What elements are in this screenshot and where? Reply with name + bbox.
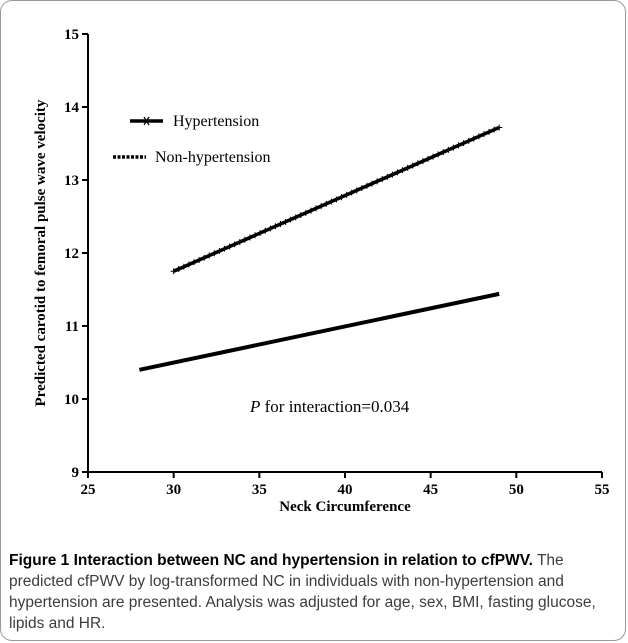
x-tick-label: 25 [81,482,96,498]
series-marker-hypertension [328,198,335,205]
chart: 9 10 11 12 13 14 15 25 30 35 40 45 50 55 Hypertension… [33,27,610,515]
series-marker-hypertension [379,176,386,183]
series-marker-hypertension [430,153,437,160]
series-marker-hypertension [414,160,421,167]
series-marker-hypertension [297,212,304,219]
series-marker-hypertension [267,225,274,232]
y-tick-label: 14 [64,100,80,116]
series-marker-hypertension [196,257,203,264]
series-marker-hypertension [409,162,416,169]
series-marker-hypertension [389,171,396,178]
series-marker-hypertension [450,144,457,151]
interaction-annotation: P for interaction=0.034 [249,397,410,416]
y-tick-label: 12 [64,246,79,262]
series-marker-hypertension [394,169,401,176]
series-marker-hypertension [374,178,381,185]
y-axis-label: Predicted carotid to femoral pulse wave … [33,99,49,406]
series-marker-hypertension [363,182,370,189]
series-marker-hypertension [246,234,253,241]
series-marker-hypertension [287,216,294,223]
series-marker-hypertension [272,223,279,230]
series-marker-hypertension [440,149,447,156]
series-marker-hypertension [292,214,299,221]
y-tick-label: 13 [64,173,79,189]
series-marker-hypertension [445,146,452,153]
series-marker-hypertension [252,232,259,239]
series-marker-hypertension [221,245,228,252]
series-marker-hypertension [491,126,498,133]
series-marker-hypertension [384,173,391,180]
chart-series [138,124,503,372]
series-marker-hypertension [486,128,493,135]
series-marker-hypertension [419,158,426,165]
series-marker-hypertension [236,239,243,246]
series-marker-hypertension [201,254,208,261]
series-marker-hypertension [358,185,365,192]
series-marker-hypertension [333,196,340,203]
x-tick-label: 55 [595,482,610,498]
x-tick-label: 30 [166,482,181,498]
y-tick-label: 15 [64,27,79,43]
series-marker-hypertension [226,243,233,250]
series-marker-hypertension [323,200,330,207]
legend-label-hypertension: Hypertension [173,113,259,130]
series-marker-hypertension [170,268,177,275]
series-marker-hypertension [257,230,264,237]
series-marker-hypertension [302,209,309,216]
series-marker-hypertension [338,194,345,201]
series-marker-hypertension [277,221,284,228]
chart-legend: Hypertension Non-hypertension [113,113,271,166]
series-marker-hypertension [211,250,218,257]
chart-axes: 9 10 11 12 13 14 15 25 30 35 40 45 50 55 [64,27,610,498]
y-tick-label: 10 [64,392,79,408]
series-marker-hypertension [475,133,482,140]
x-tick-label: 40 [338,482,353,498]
series-marker-hypertension [206,252,213,259]
figure-caption: Figure 1 Interaction between NC and hype… [9,550,614,634]
series-marker-hypertension [369,180,376,187]
series-marker-hypertension [343,191,350,198]
x-tick-label: 45 [423,482,438,498]
series-marker-hypertension [216,248,223,255]
series-marker-hypertension [460,140,467,147]
x-tick-label: 50 [509,482,524,498]
series-marker-hypertension [455,142,462,149]
y-tick-label: 9 [72,465,80,481]
caption-body: The predicted cfPWV by log-transformed N… [9,552,596,632]
series-marker-hypertension [496,124,503,131]
series-marker-hypertension [435,151,442,158]
legend-label-non-hypertension: Non-hypertension [155,149,271,166]
series-marker-hypertension [313,205,320,212]
series-marker-hypertension [399,167,406,174]
series-marker-hypertension [404,164,411,171]
series-marker-hypertension [262,227,269,234]
series-marker-hypertension [318,203,325,210]
series-marker-hypertension [470,135,477,142]
series-marker-hypertension [282,218,289,225]
series-marker-hypertension [465,137,472,144]
series-marker-hypertension [180,263,187,270]
series-marker-hypertension [424,155,431,162]
series-marker-hypertension [185,261,192,268]
series-marker-hypertension [348,189,355,196]
series-marker-hypertension [231,241,238,248]
series-line-non-hypertension [138,291,500,372]
series-marker-hypertension [353,187,360,194]
series-marker-hypertension [241,236,248,243]
y-tick-label: 11 [65,319,79,335]
x-tick-label: 35 [252,482,267,498]
x-axis-label: Neck Circumference [279,499,411,515]
legend-marker-hypertension [143,116,150,126]
series-marker-hypertension [175,266,182,273]
caption-title: Figure 1 Interaction between NC and hype… [9,552,533,569]
series-marker-hypertension [308,207,315,214]
series-marker-hypertension [191,259,198,266]
series-marker-hypertension [480,131,487,138]
